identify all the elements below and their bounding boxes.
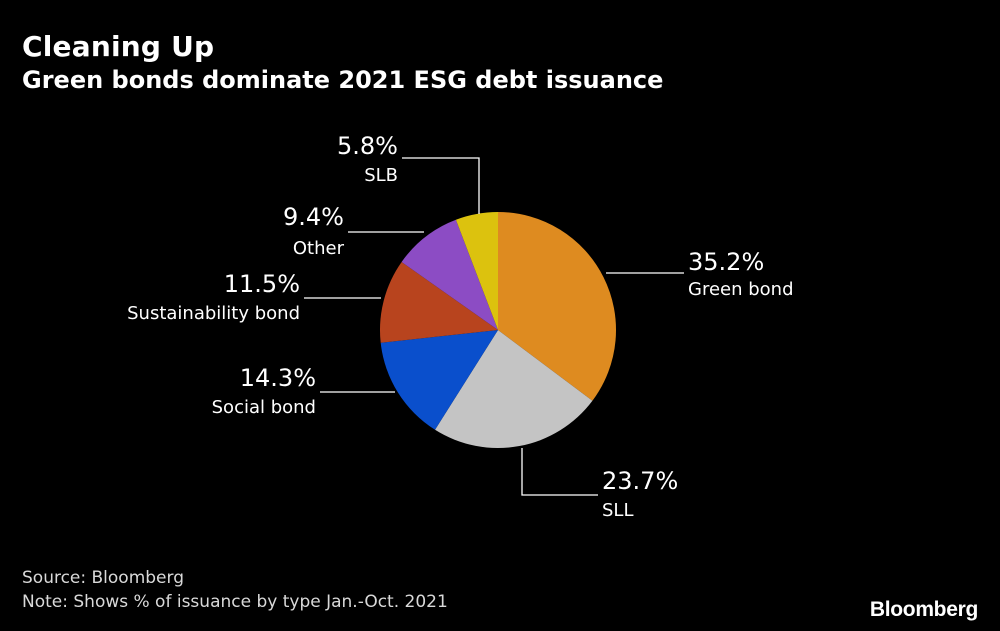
slice-social-bond: [380, 330, 498, 430]
slice-name-label-sll: SLL: [602, 500, 633, 521]
slice-value-label-social-bond: 14.3%: [240, 364, 316, 392]
chart-title: Cleaning Up: [22, 30, 215, 63]
slice-name-label-green-bond: Green bond: [688, 279, 794, 300]
leader-line-slb: [402, 157, 480, 214]
slice-value-label-green-bond: 35.2%: [688, 248, 764, 276]
slice-sll: [435, 330, 593, 448]
leader-lines: [304, 157, 684, 496]
slice-name-label-sustainability-bond: Sustainability bond: [127, 303, 300, 324]
chart-subtitle: Green bonds dominate 2021 ESG debt issua…: [22, 66, 664, 94]
bloomberg-logo: Bloomberg: [869, 598, 978, 621]
slice-sustainability-bond: [379, 261, 498, 343]
slice-value-label-other: 9.4%: [283, 203, 344, 231]
slice-slb: [455, 212, 498, 330]
slice-other: [401, 219, 498, 330]
slice-name-label-social-bond: Social bond: [212, 397, 316, 418]
slice-name-label-other: Other: [293, 238, 345, 259]
pie-slices: [379, 212, 616, 448]
slice-green-bond: [498, 212, 616, 401]
slice-labels: 35.2% Green bond 23.7% SLL 14.3% Social bond 1…: [127, 132, 793, 521]
leader-line-sll: [521, 448, 598, 496]
slice-value-label-sustainability-bond: 11.5%: [224, 270, 300, 298]
slice-value-label-sll: 23.7%: [602, 467, 678, 495]
source-note: Source: Bloomberg: [22, 568, 184, 588]
footnote: Note: Shows % of issuance by type Jan.-O…: [22, 592, 448, 612]
slice-value-label-slb: 5.8%: [337, 132, 398, 160]
slice-name-label-slb: SLB: [364, 165, 398, 186]
